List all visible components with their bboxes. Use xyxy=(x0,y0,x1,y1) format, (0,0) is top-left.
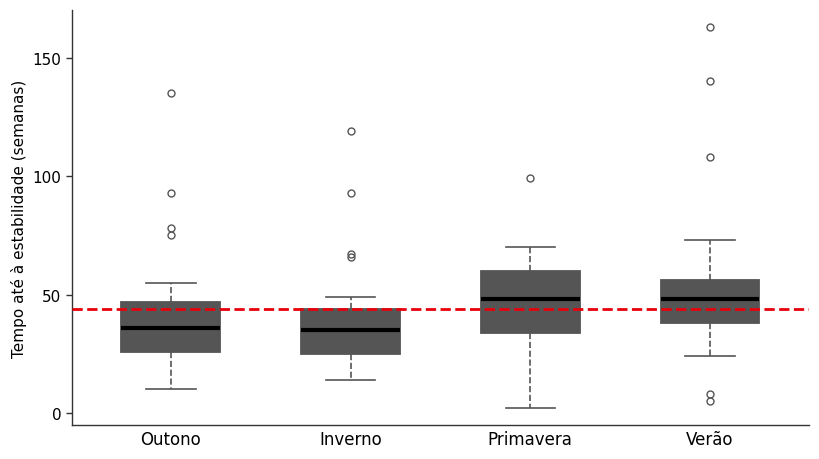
PathPatch shape xyxy=(480,271,579,333)
PathPatch shape xyxy=(301,309,400,354)
Y-axis label: Tempo até à estabilidade (semanas): Tempo até à estabilidade (semanas) xyxy=(11,79,27,357)
PathPatch shape xyxy=(121,302,220,352)
PathPatch shape xyxy=(660,281,758,324)
